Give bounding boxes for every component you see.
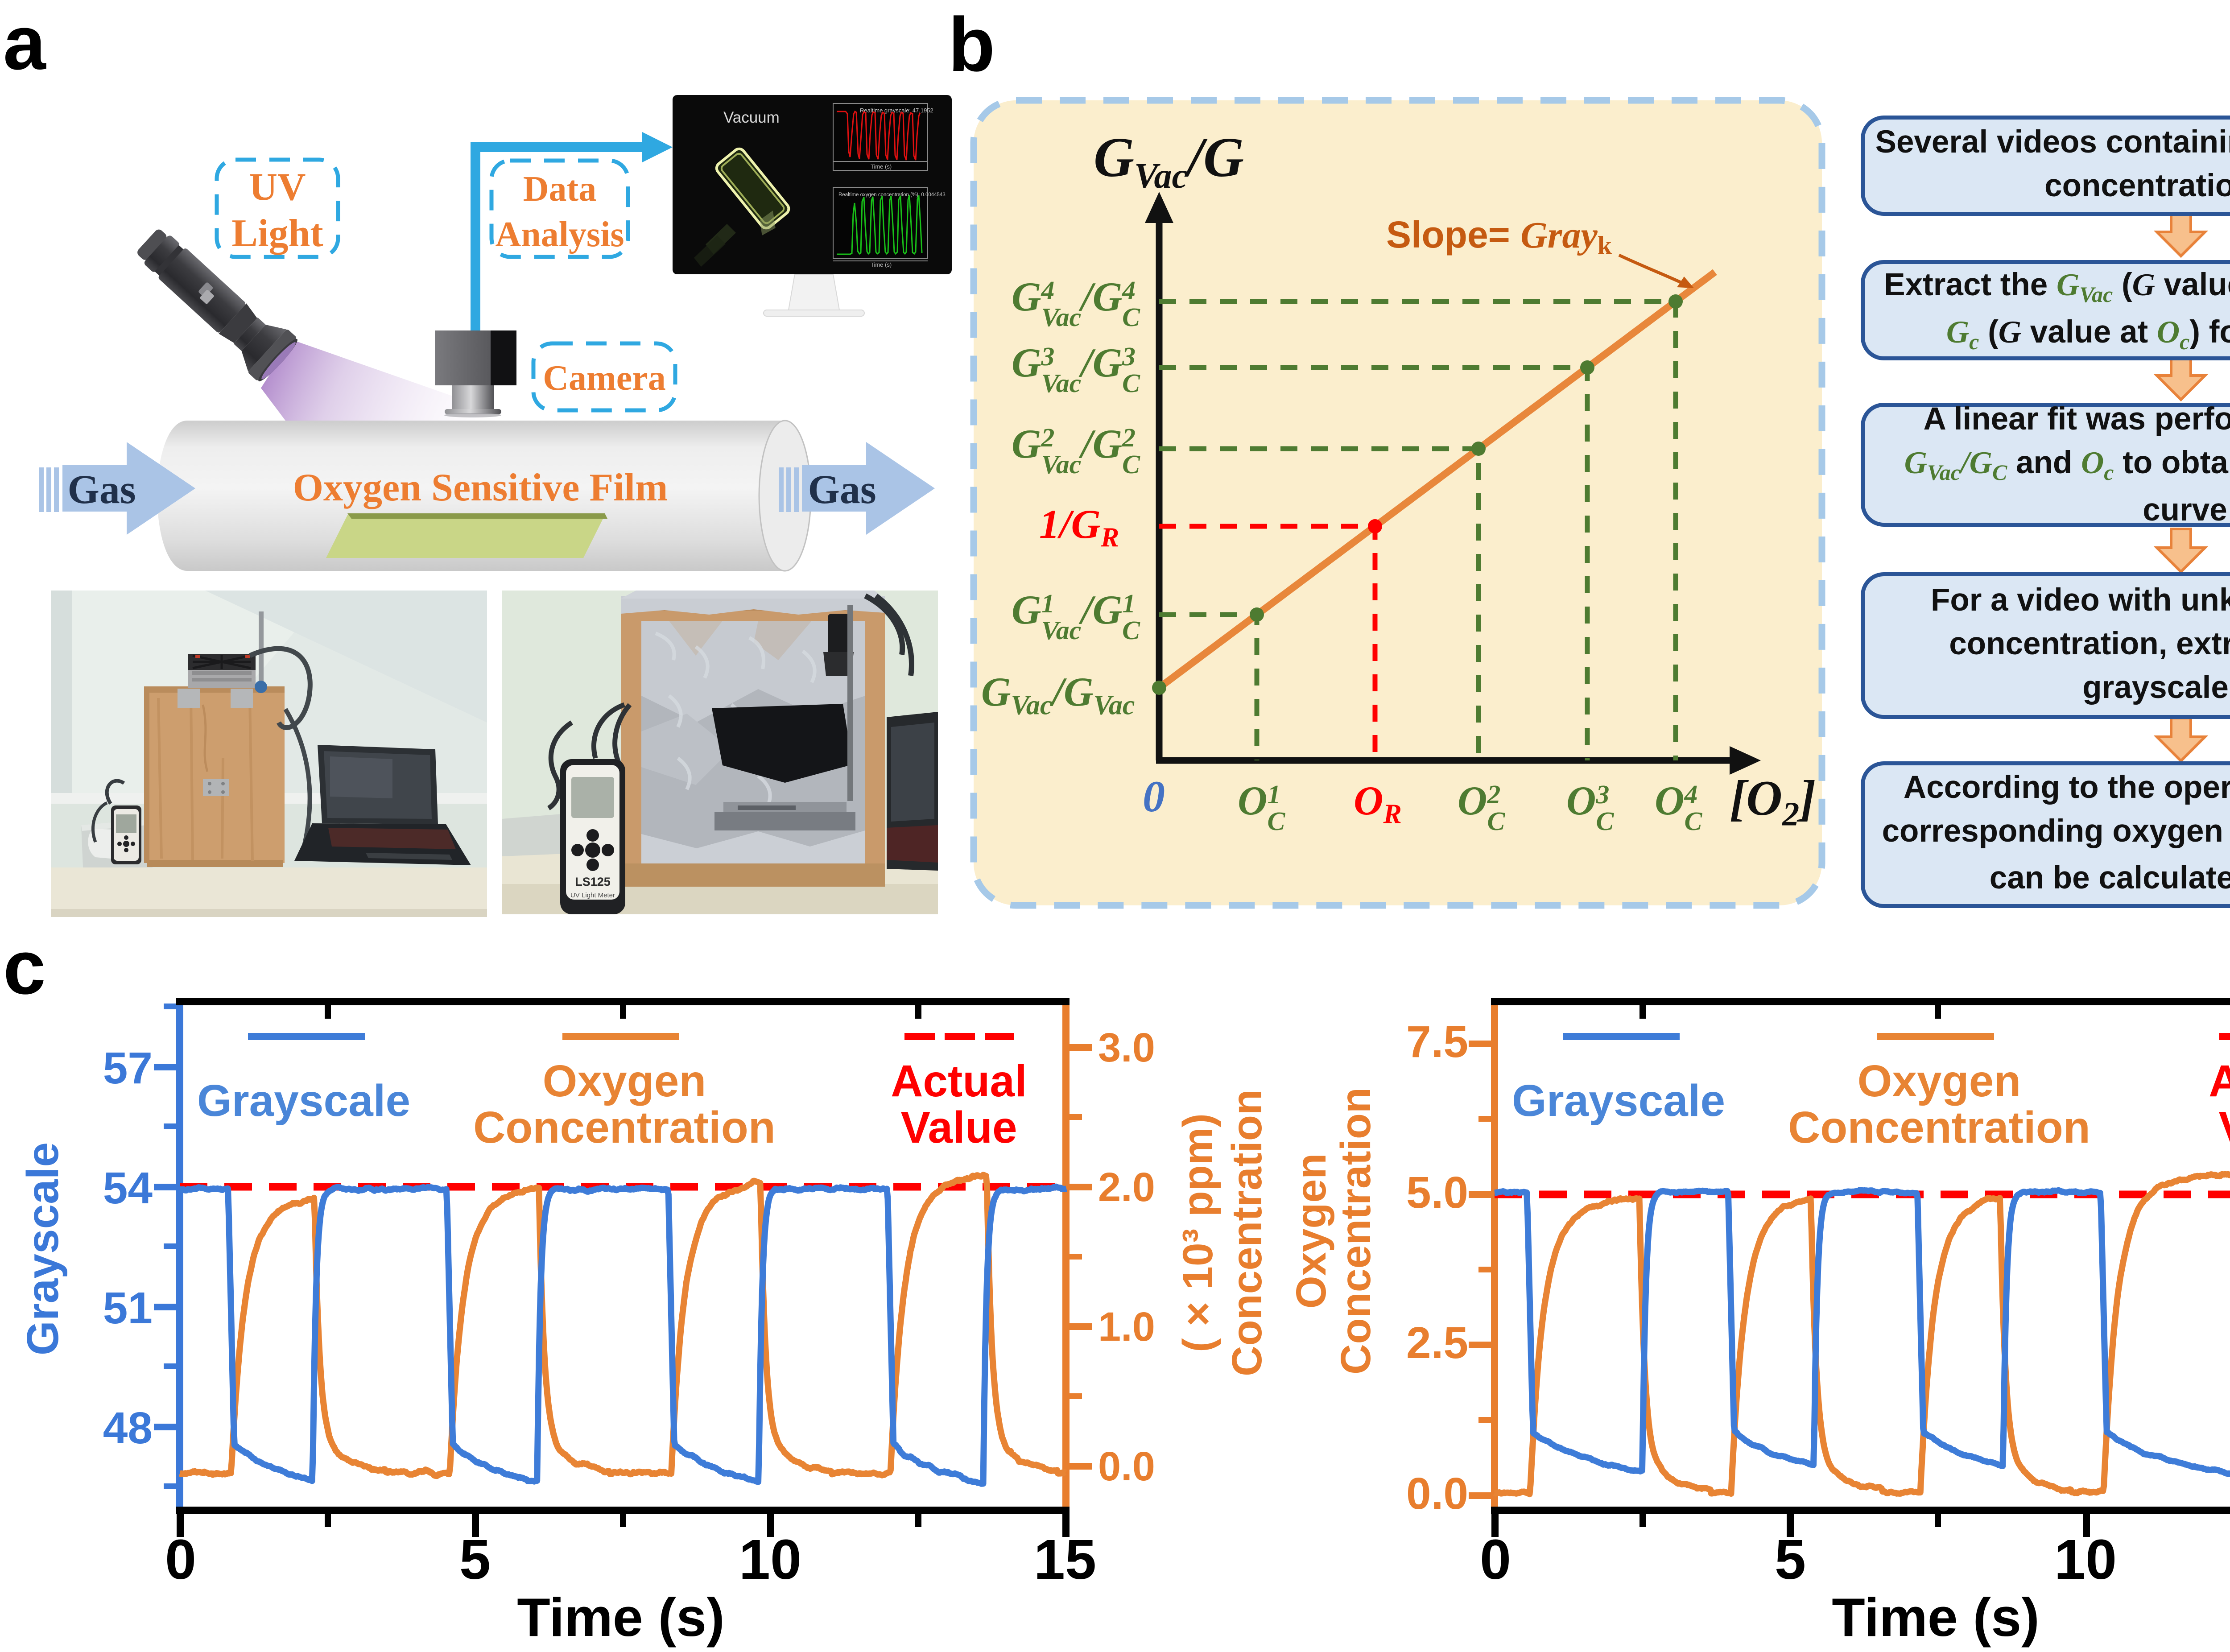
svg-text:Gas: Gas — [67, 467, 136, 512]
svg-text:Concentration: Concentration — [1223, 1089, 1271, 1376]
svg-text:Oxygen: Oxygen — [543, 1056, 706, 1106]
svg-text:Grayscale: Grayscale — [18, 1142, 68, 1355]
svg-text:Time (s): Time (s) — [871, 163, 892, 170]
svg-text:Vacuum: Vacuum — [723, 109, 780, 126]
svg-text:( × 10³ ppm): ( × 10³ ppm) — [1174, 1113, 1222, 1352]
svg-text:Realtime oxygen concentration: Realtime oxygen concentration (%): 0.004… — [838, 192, 946, 198]
svg-text:7.5: 7.5 — [1406, 1017, 1468, 1067]
svg-text:Actual: Actual — [2209, 1056, 2230, 1106]
svg-text:Concentration: Concentration — [1788, 1103, 2090, 1152]
svg-text:Value: Value — [2218, 1103, 2230, 1152]
svg-text:51: 51 — [103, 1283, 153, 1333]
svg-text:UV Light Meter: UV Light Meter — [570, 892, 615, 899]
svg-text:5: 5 — [1775, 1528, 1806, 1591]
svg-text:0.0: 0.0 — [1406, 1469, 1468, 1519]
svg-text:Gas: Gas — [808, 467, 876, 512]
svg-text:5.0: 5.0 — [1406, 1168, 1468, 1218]
svg-text:Concentration: Concentration — [1332, 1087, 1379, 1375]
svg-text:0.0: 0.0 — [1098, 1444, 1155, 1489]
svg-text:2.0: 2.0 — [1098, 1165, 1155, 1210]
svg-text:0: 0 — [165, 1528, 196, 1591]
svg-text:48: 48 — [103, 1403, 153, 1453]
svg-text:2.5: 2.5 — [1406, 1318, 1468, 1368]
svg-text:UV: UV — [249, 165, 306, 209]
svg-text:10: 10 — [739, 1528, 801, 1591]
svg-text:Oxygen: Oxygen — [1288, 1153, 1335, 1309]
svg-text:Grayscale: Grayscale — [197, 1076, 410, 1126]
svg-text:Camera: Camera — [543, 359, 665, 398]
svg-text:Light: Light — [231, 212, 323, 255]
svg-text:Analysis: Analysis — [496, 215, 624, 254]
svg-text:15: 15 — [1034, 1528, 1096, 1591]
svg-text:LS125: LS125 — [575, 875, 611, 888]
svg-text:0: 0 — [1480, 1528, 1511, 1591]
svg-text:Grayscale: Grayscale — [1512, 1076, 1725, 1126]
svg-text:1.0: 1.0 — [1098, 1304, 1155, 1350]
svg-text:Concentration: Concentration — [473, 1103, 776, 1152]
svg-text:10: 10 — [2054, 1528, 2117, 1591]
svg-text:5: 5 — [459, 1528, 491, 1591]
svg-text:Oxygen Sensitive Film: Oxygen Sensitive Film — [293, 466, 668, 509]
svg-text:Time (s): Time (s) — [1832, 1587, 2040, 1648]
svg-text:Data: Data — [523, 169, 596, 209]
svg-text:54: 54 — [103, 1163, 153, 1213]
svg-text:Realtime grayscale: 47.1952: Realtime grayscale: 47.1952 — [860, 107, 933, 114]
svg-text:3.0: 3.0 — [1098, 1025, 1155, 1070]
svg-text:Oxygen: Oxygen — [1858, 1056, 2021, 1106]
svg-text:57: 57 — [103, 1043, 153, 1093]
svg-text:Time (s): Time (s) — [871, 261, 892, 268]
svg-text:Actual: Actual — [891, 1056, 1027, 1106]
svg-text:Time (s): Time (s) — [517, 1587, 725, 1648]
svg-text:Value: Value — [900, 1103, 1017, 1152]
